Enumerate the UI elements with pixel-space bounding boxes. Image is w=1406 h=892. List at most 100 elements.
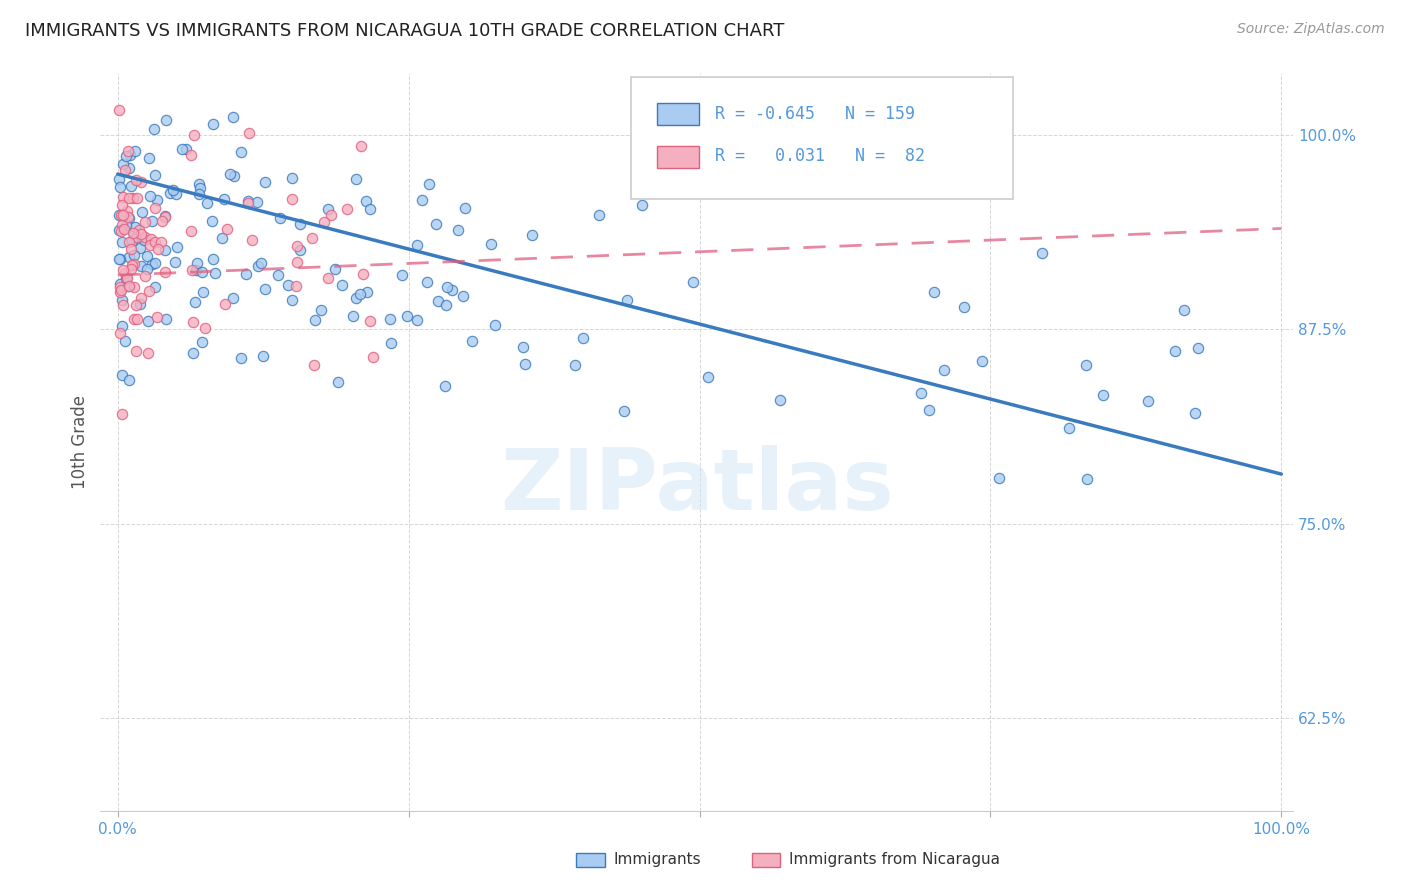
Point (434, 298, 457, 312)
Point (108, 208, 131, 222)
Point (411, 193, 433, 207)
Point (214, 193, 236, 207)
Point (380, 335, 402, 350)
Point (191, 285, 214, 299)
Point (122, 248, 145, 262)
Point (391, 268, 413, 282)
Point (124, 220, 146, 235)
Point (114, 266, 136, 280)
Point (309, 303, 332, 318)
Point (122, 257, 145, 271)
Point (194, 320, 217, 334)
Point (118, 235, 141, 250)
Point (222, 291, 245, 305)
Point (110, 224, 132, 238)
Point (143, 201, 166, 215)
Point (120, 178, 142, 193)
Point (380, 312, 402, 326)
Point (110, 208, 132, 222)
Point (115, 270, 138, 285)
Point (201, 214, 224, 228)
Point (302, 358, 325, 372)
Point (613, 404, 636, 418)
Point (224, 169, 246, 183)
Point (111, 407, 134, 421)
Point (359, 202, 381, 216)
Point (131, 227, 153, 241)
Point (111, 298, 134, 312)
Point (112, 263, 135, 277)
Text: Immigrants from Nicaragua: Immigrants from Nicaragua (789, 853, 1000, 867)
Point (440, 283, 463, 297)
Point (1164, 343, 1187, 358)
Point (316, 271, 339, 285)
Point (284, 279, 307, 293)
Point (127, 191, 149, 205)
Point (229, 351, 252, 366)
Point (211, 231, 233, 245)
Point (111, 157, 134, 171)
Point (191, 265, 214, 279)
Point (159, 186, 181, 200)
Point (146, 310, 169, 324)
Point (112, 208, 135, 222)
Point (250, 256, 273, 270)
Point (190, 334, 212, 349)
Point (139, 232, 162, 246)
Point (188, 180, 211, 194)
Point (252, 349, 274, 363)
Point (114, 334, 136, 348)
Point (117, 144, 139, 158)
Point (323, 262, 346, 277)
Point (328, 375, 350, 389)
Point (143, 280, 166, 294)
Point (139, 238, 162, 252)
Point (153, 209, 176, 223)
Point (406, 238, 429, 252)
Text: Immigrants: Immigrants (613, 853, 700, 867)
Point (453, 201, 475, 215)
Point (149, 235, 172, 250)
Point (122, 226, 145, 240)
Point (115, 204, 138, 219)
Point (267, 268, 290, 282)
Point (181, 315, 204, 329)
Point (281, 293, 304, 308)
Point (174, 143, 197, 157)
Point (118, 190, 141, 204)
Point (153, 265, 176, 279)
Point (214, 297, 236, 311)
Point (128, 297, 150, 311)
Point (122, 226, 145, 240)
Point (138, 284, 160, 298)
Point (433, 379, 456, 393)
Point (229, 145, 252, 159)
Point (162, 183, 184, 197)
Point (238, 196, 260, 211)
Point (122, 191, 145, 205)
Point (352, 267, 374, 281)
Point (124, 343, 146, 358)
Point (155, 244, 177, 258)
Point (350, 139, 373, 153)
Point (987, 470, 1010, 484)
Point (111, 319, 134, 334)
Point (134, 269, 156, 284)
Text: R = -0.645   N = 159: R = -0.645 N = 159 (714, 104, 914, 122)
Point (121, 234, 143, 248)
Point (108, 277, 131, 291)
Point (125, 298, 148, 312)
Point (344, 291, 367, 305)
Point (479, 236, 502, 251)
Point (125, 230, 148, 244)
Point (427, 293, 450, 308)
Point (165, 187, 187, 202)
Point (1076, 472, 1098, 486)
Point (451, 289, 474, 303)
Point (1057, 421, 1080, 435)
Point (953, 300, 976, 314)
Point (117, 278, 139, 293)
Point (115, 149, 138, 163)
Point (236, 194, 259, 209)
Point (1076, 359, 1098, 373)
